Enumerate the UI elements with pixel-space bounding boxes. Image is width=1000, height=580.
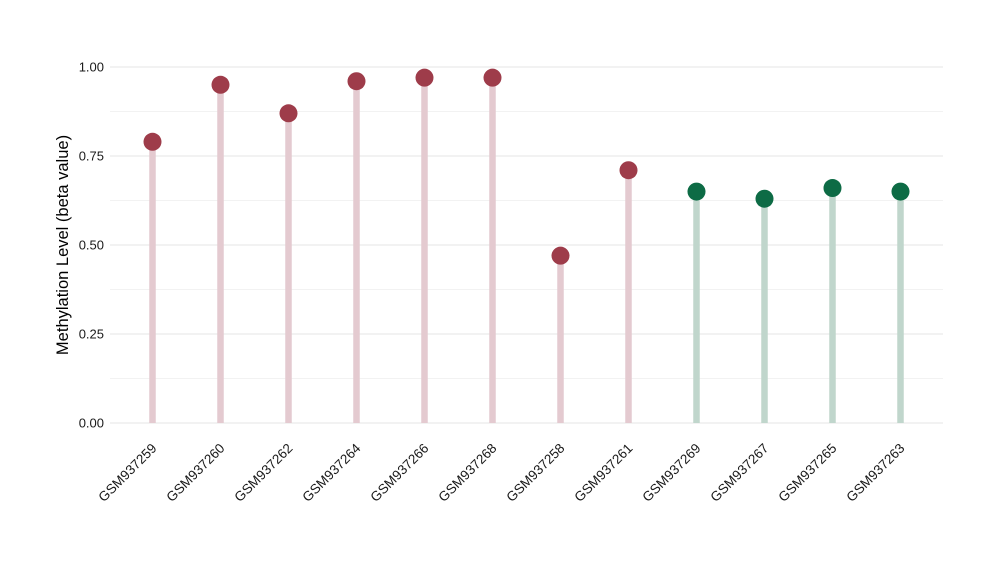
y-axis-title: Methylation Level (beta value) <box>54 135 72 355</box>
lollipop-dot <box>211 75 230 94</box>
y-tick-label: 0.50 <box>79 238 104 253</box>
y-axis-tick-labels: 0.00 0.25 0.50 0.75 1.00 <box>79 60 104 431</box>
lollipop-dot <box>143 132 162 151</box>
y-tick-label: 1.00 <box>79 60 104 75</box>
lollipop-dot <box>347 72 366 91</box>
lollipop-dot <box>551 246 570 265</box>
lollipop-dot <box>891 182 910 201</box>
y-tick-label: 0.75 <box>79 149 104 164</box>
major-gridlines <box>110 66 943 424</box>
lollipop-dot <box>755 189 774 208</box>
lollipop-dot <box>687 182 706 201</box>
lollipop-stems <box>149 77 904 423</box>
lollipop-dots <box>143 68 910 265</box>
lollipop-dot <box>279 104 298 123</box>
y-tick-label: 0.25 <box>79 327 104 342</box>
lollipop-dot <box>823 179 842 198</box>
lollipop-dot <box>483 68 502 87</box>
lollipop-dot <box>415 68 434 87</box>
y-tick-label: 0.00 <box>79 416 104 431</box>
lollipop-dot <box>619 161 638 180</box>
minor-gridlines <box>110 111 943 379</box>
